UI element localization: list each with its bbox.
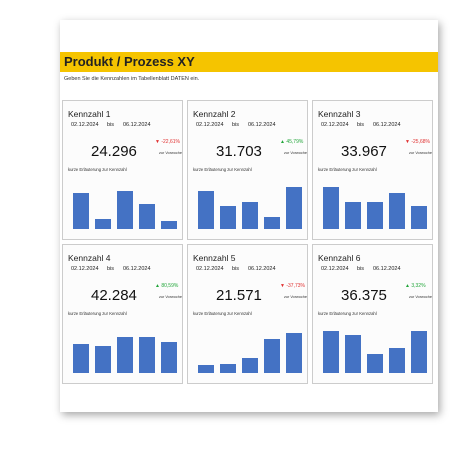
kpi-change: ▼ -37,73% — [280, 283, 305, 289]
bar — [286, 333, 302, 373]
bar — [139, 203, 155, 229]
bar — [117, 337, 133, 373]
kpi-note: kurze Erläuterung zur Kennzahl — [68, 167, 127, 172]
kpi-card: Kennzahl 5 02.12.2024 bis 06.12.2024 21.571 ▼… — [187, 244, 308, 384]
bar — [161, 341, 177, 373]
date-sep: bis — [357, 266, 365, 272]
kpi-name: Kennzahl 3 — [318, 109, 361, 119]
bar — [367, 354, 383, 373]
date-sep: bis — [232, 266, 240, 272]
bar — [95, 218, 111, 229]
title: Produkt / Prozess XY — [64, 54, 195, 69]
kpi-note: kurze Erläuterung zur Kennzahl — [318, 167, 377, 172]
kpi-card: Kennzahl 1 02.12.2024 bis 06.12.2024 24.296 ▼… — [62, 100, 183, 240]
kpi-value: 42.284 — [91, 287, 137, 304]
bar — [198, 191, 214, 229]
kpi-note: kurze Erläuterung zur Kennzahl — [318, 311, 377, 316]
kpi-card: Kennzahl 2 02.12.2024 bis 06.12.2024 31.703 ▲… — [187, 100, 308, 240]
bar — [264, 339, 280, 373]
bar — [242, 358, 258, 373]
date-from: 02.12.2024 — [321, 122, 349, 128]
card-grid: Kennzahl 1 02.12.2024 bis 06.12.2024 24.296 ▼… — [62, 100, 436, 390]
date-to: 06.12.2024 — [248, 122, 276, 128]
kpi-value: 21.571 — [216, 287, 262, 304]
kpi-name: Kennzahl 4 — [68, 253, 111, 263]
kpi-value: 31.703 — [216, 143, 262, 160]
header-bar — [60, 52, 438, 72]
kpi-compare: zur Vorwoche — [409, 151, 433, 155]
bar — [411, 205, 427, 229]
subtitle: Geben Sie die Kennzahlen im Tabellenblat… — [64, 76, 200, 82]
kpi-value: 24.296 — [91, 143, 137, 160]
kpi-card: Kennzahl 4 02.12.2024 bis 06.12.2024 42.284 ▲… — [62, 244, 183, 384]
date-from: 02.12.2024 — [71, 122, 99, 128]
kpi-value: 36.375 — [341, 287, 387, 304]
kpi-name: Kennzahl 6 — [318, 253, 361, 263]
bar-chart — [73, 187, 177, 229]
bar — [139, 337, 155, 373]
bar — [198, 365, 214, 373]
date-to: 06.12.2024 — [123, 122, 151, 128]
kpi-change: ▼ -25,68% — [405, 139, 430, 145]
date-from: 02.12.2024 — [196, 122, 224, 128]
kpi-change: ▲ 45,79% — [280, 139, 304, 145]
date-sep: bis — [107, 122, 115, 128]
bar — [161, 220, 177, 229]
kpi-name: Kennzahl 5 — [193, 253, 236, 263]
date-sep: bis — [107, 266, 115, 272]
bar — [345, 201, 361, 229]
bar-chart — [73, 331, 177, 373]
kpi-note: kurze Erläuterung zur Kennzahl — [193, 311, 252, 316]
date-to: 06.12.2024 — [123, 266, 151, 272]
bar — [345, 335, 361, 373]
kpi-compare: zur Vorwoche — [409, 295, 433, 299]
bar — [95, 345, 111, 373]
bar — [117, 191, 133, 229]
bar — [389, 347, 405, 373]
date-from: 02.12.2024 — [196, 266, 224, 272]
kpi-change: ▼ -22,61% — [155, 139, 180, 145]
kpi-compare: zur Vorwoche — [159, 151, 183, 155]
date-sep: bis — [357, 122, 365, 128]
kpi-change: ▲ 3,32% — [405, 283, 426, 289]
kpi-card: Kennzahl 6 02.12.2024 bis 06.12.2024 36.375 ▲… — [312, 244, 433, 384]
kpi-card: Kennzahl 3 02.12.2024 bis 06.12.2024 33.967 ▼… — [312, 100, 433, 240]
bar-chart — [323, 331, 427, 373]
bar — [264, 217, 280, 229]
bar — [220, 205, 236, 229]
date-to: 06.12.2024 — [248, 266, 276, 272]
date-from: 02.12.2024 — [71, 266, 99, 272]
kpi-note: kurze Erläuterung zur Kennzahl — [68, 311, 127, 316]
sheet: Produkt / Prozess XY Geben Sie die Kennz… — [60, 20, 438, 412]
kpi-note: kurze Erläuterung zur Kennzahl — [193, 167, 252, 172]
kpi-compare: zur Vorwoche — [284, 151, 308, 155]
bar — [389, 193, 405, 229]
date-sep: bis — [232, 122, 240, 128]
date-from: 02.12.2024 — [321, 266, 349, 272]
kpi-name: Kennzahl 2 — [193, 109, 236, 119]
date-to: 06.12.2024 — [373, 266, 401, 272]
bar-chart — [198, 331, 302, 373]
date-to: 06.12.2024 — [373, 122, 401, 128]
bar — [411, 331, 427, 373]
bar — [323, 331, 339, 373]
bar — [286, 187, 302, 229]
kpi-compare: zur Vorwoche — [284, 295, 308, 299]
bar-chart — [323, 187, 427, 229]
kpi-value: 33.967 — [341, 143, 387, 160]
bar — [220, 363, 236, 373]
kpi-change: ▲ 80,59% — [155, 283, 179, 289]
kpi-name: Kennzahl 1 — [68, 109, 111, 119]
bar — [367, 201, 383, 229]
bar — [242, 201, 258, 229]
bar — [73, 193, 89, 229]
bar-chart — [198, 187, 302, 229]
bar — [323, 187, 339, 229]
bar — [73, 343, 89, 373]
kpi-compare: zur Vorwoche — [159, 295, 183, 299]
